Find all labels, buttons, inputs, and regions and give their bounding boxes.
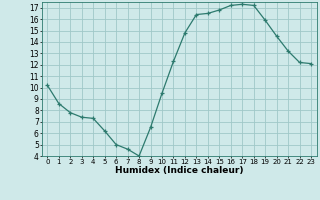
- X-axis label: Humidex (Indice chaleur): Humidex (Indice chaleur): [115, 166, 244, 175]
